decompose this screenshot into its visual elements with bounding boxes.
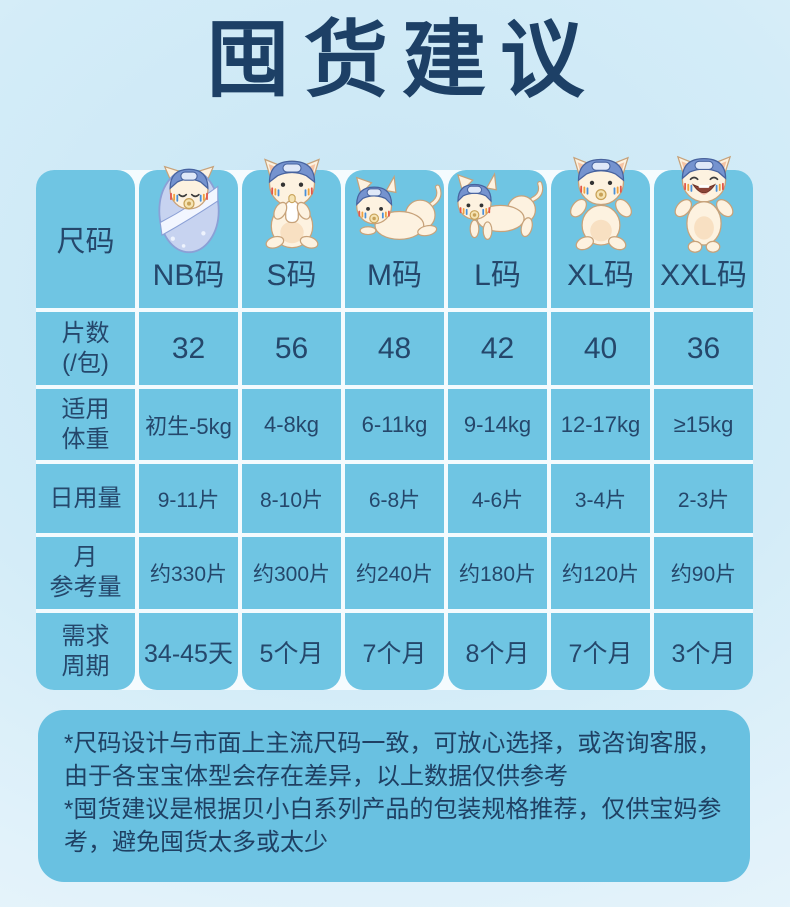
row-label-weight: 适用 体重 (36, 389, 135, 460)
kitten-swaddled-newborn-icon (144, 154, 234, 255)
value-weight-nb: 初生-5kg (139, 389, 238, 460)
kitten-standing-laughing-icon (659, 154, 749, 255)
value-period-xl: 7个月 (551, 613, 650, 690)
kitten-lying-pacifier-icon (347, 168, 443, 255)
value-daily-xxl: 2-3片 (654, 464, 753, 533)
size-label-xl: XL码 (567, 259, 634, 292)
value-pieces-m: 48 (345, 312, 444, 385)
footnote-size-disclaimer: *尺码设计与市面上主流尺码一致，可放心选择，或咨询客服，由于各宝宝体型会存在差异… (64, 730, 722, 790)
header-cell-m: M码 (345, 170, 444, 308)
value-monthly-l: 约180片 (448, 537, 547, 609)
header-cell-s: S码 (242, 158, 341, 308)
value-period-m: 7个月 (345, 613, 444, 690)
size-label-l: L码 (474, 259, 521, 292)
value-period-nb: 34-45天 (139, 613, 238, 690)
size-guide-table: 尺码 (36, 155, 753, 690)
row-label-pieces: 片数 (/包) (36, 312, 135, 385)
size-label-m: M码 (367, 259, 422, 292)
value-period-xxl: 3个月 (654, 613, 753, 690)
size-guide-grid: 尺码 (36, 155, 753, 690)
value-weight-l: 9-14kg (448, 389, 547, 460)
value-monthly-xxl: 约90片 (654, 537, 753, 609)
size-column-label: 尺码 (56, 226, 115, 258)
value-weight-xxl: ≥15kg (654, 389, 753, 460)
header-cell-xxl: XXL码 (654, 155, 753, 308)
value-period-s: 5个月 (242, 613, 341, 690)
value-daily-m: 6-8片 (345, 464, 444, 533)
kitten-sitting-pacifier-icon (556, 154, 646, 255)
header-cell-xl: XL码 (551, 156, 650, 308)
value-daily-s: 8-10片 (242, 464, 341, 533)
size-label-xxl: XXL码 (660, 259, 747, 292)
size-label-nb: NB码 (152, 259, 225, 292)
value-pieces-xl: 40 (551, 312, 650, 385)
value-monthly-nb: 约330片 (139, 537, 238, 609)
footnotes-panel: *尺码设计与市面上主流尺码一致，可放心选择，或咨询客服，由于各宝宝体型会存在差异… (38, 710, 750, 882)
value-pieces-s: 56 (242, 312, 341, 385)
row-label-daily: 日用量 (36, 464, 135, 533)
value-period-l: 8个月 (448, 613, 547, 690)
value-pieces-l: 42 (448, 312, 547, 385)
row-label-period: 需求 周期 (36, 613, 135, 690)
value-monthly-xl: 约120片 (551, 537, 650, 609)
value-daily-xl: 3-4片 (551, 464, 650, 533)
row-label-monthly: 月 参考量 (36, 537, 135, 609)
value-daily-nb: 9-11片 (139, 464, 238, 533)
value-daily-l: 4-6片 (448, 464, 547, 533)
value-weight-s: 4-8kg (242, 389, 341, 460)
value-pieces-xxl: 36 (654, 312, 753, 385)
value-monthly-s: 约300片 (242, 537, 341, 609)
size-label-s: S码 (266, 259, 317, 292)
value-monthly-m: 约240片 (345, 537, 444, 609)
footnote-stocking-disclaimer: *囤货建议是根据贝小白系列产品的包装规格推荐，仅供宝妈参考，避免囤货太多或太少 (64, 796, 722, 856)
header-cell-l: L码 (448, 170, 547, 308)
kitten-sitting-bottle-icon (247, 154, 337, 255)
value-weight-m: 6-11kg (345, 389, 444, 460)
corner-cell-size: 尺码 (36, 170, 135, 308)
page-title: 囤货建议 (205, 13, 598, 107)
value-pieces-nb: 32 (139, 312, 238, 385)
value-weight-xl: 12-17kg (551, 389, 650, 460)
kitten-crawling-pacifier-icon (450, 168, 546, 255)
header-cell-nb: NB码 (139, 165, 238, 308)
